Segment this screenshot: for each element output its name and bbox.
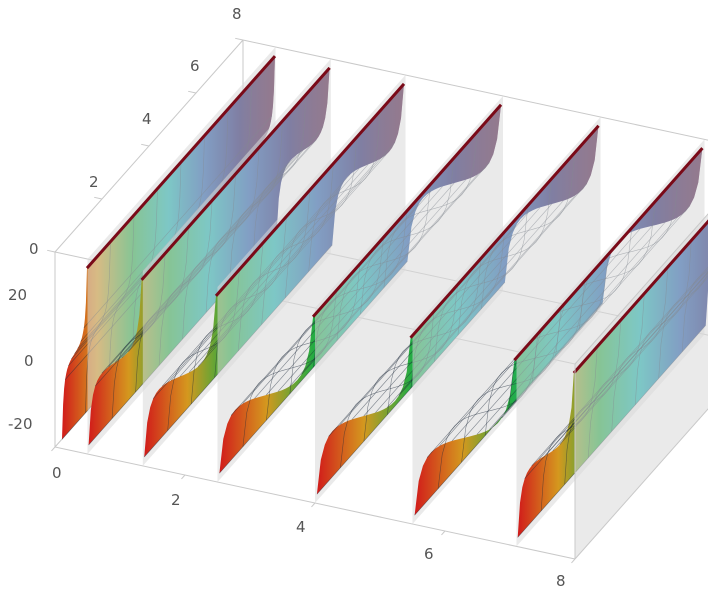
asymptote-fringe [214,82,406,297]
x-tick-label-8: 8 [556,572,566,590]
asymptote-fringe [513,147,704,362]
surface-branch-4 [316,117,601,524]
y-tick-label-4: 4 [142,110,152,128]
asymptote-fringe [85,55,277,270]
z-tick-label-0: 0 [24,352,34,370]
x-tick-mark [571,558,576,564]
asymptote-fringe [409,124,600,339]
x-tick-label-2: 2 [171,491,181,509]
y-tick-mark [188,90,197,94]
asymptote-wall [315,96,503,503]
asymptote-wall [142,58,331,466]
x-tick-label-4: 4 [296,518,306,536]
asymptote-fringe [140,66,331,281]
asymptote-wall [575,214,708,559]
plot-box-front [51,213,708,564]
surface-branch-2 [144,75,406,482]
y-tick-mark [47,249,56,253]
asymptote-fringe [311,103,503,318]
asymptote-wall [412,117,601,524]
x-tick-mark [441,530,446,536]
surface-branches [61,47,708,559]
x-tick-label-6: 6 [424,545,434,563]
y-tick-label-0: 0 [29,240,39,258]
surface-branch-6 [517,214,708,559]
x-tick-label-0: 0 [52,464,62,482]
y-tick-mark [141,143,150,147]
y-tick-mark [235,37,244,41]
surface-branch-1 [88,58,331,466]
x-tick-mark [181,474,186,480]
y-tick-label-8: 8 [232,5,242,23]
box-edge-front-1 [574,408,708,560]
x-tick-mark [51,446,56,452]
x-tick-mark [311,502,316,508]
y-tick-label-2: 2 [89,173,99,191]
surface-branch-3 [219,96,503,503]
y-tick-label-6: 6 [190,57,200,75]
z-tick-label-20: 20 [8,286,27,304]
box-edge-front-3 [574,213,708,365]
asymptote-wall [217,75,406,482]
asymptote-fringe [572,219,708,374]
y-tick-mark [94,196,103,200]
z-tick-label-neg20: -20 [8,415,33,433]
